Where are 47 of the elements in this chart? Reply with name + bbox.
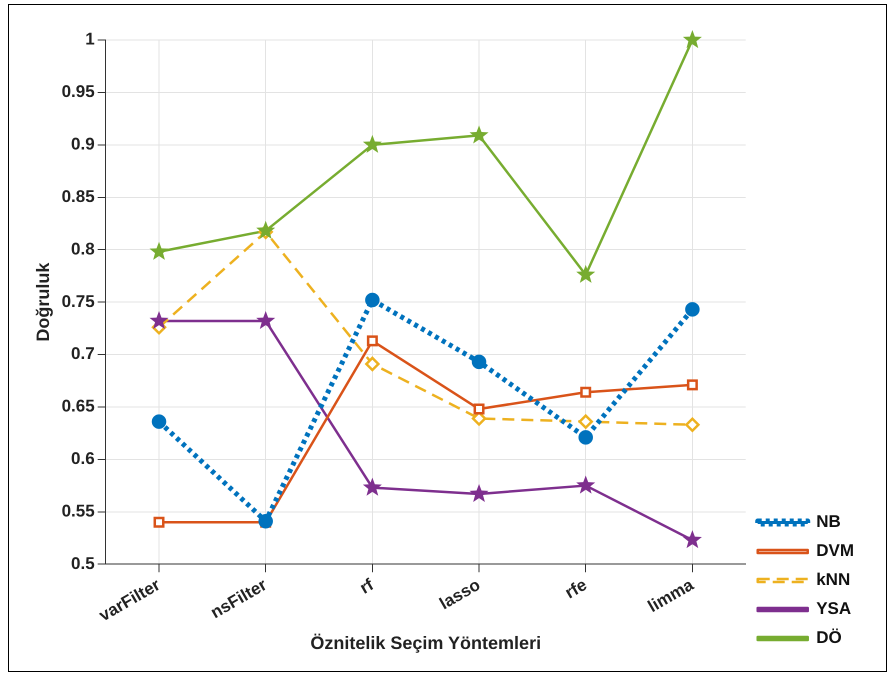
point [362, 478, 382, 496]
point [470, 484, 489, 502]
y-tick-label: 0.6 [71, 449, 95, 468]
point [150, 242, 169, 260]
legend-label: NB [816, 512, 841, 532]
y-tick-label: 1 [85, 30, 95, 49]
y-tick-label: 0.8 [71, 239, 95, 258]
point [578, 430, 593, 445]
x-tick-label: rf [356, 574, 377, 598]
point [150, 310, 169, 330]
y-tick-label: 0.9 [71, 134, 95, 154]
point [685, 418, 700, 432]
point [686, 379, 698, 390]
y-tick-label: 0.75 [62, 292, 95, 311]
point [365, 292, 380, 308]
point [152, 414, 166, 429]
y-tick-label: 0.95 [62, 82, 95, 102]
point [362, 134, 382, 153]
point [256, 310, 276, 330]
legend-label: DVM [816, 541, 854, 560]
x-tick-label: lasso [436, 575, 484, 614]
legend-label: YSA [816, 599, 852, 618]
legend-label: DÖ [816, 628, 842, 648]
point [578, 414, 593, 429]
point [365, 356, 380, 372]
y-axis-title: Doğruluk [32, 262, 53, 342]
y-tick-label: 0.5 [71, 554, 95, 573]
point [258, 514, 273, 528]
x-tick-label: rfe [562, 575, 590, 602]
point [474, 404, 485, 415]
point [576, 264, 596, 283]
point [682, 530, 702, 548]
point [256, 220, 276, 239]
point [472, 354, 486, 370]
point [366, 335, 378, 346]
legend-label: kNN [816, 570, 850, 590]
y-tick-label: 0.55 [62, 501, 95, 520]
y-tick-label: 0.7 [71, 344, 95, 364]
point [576, 476, 596, 494]
point [470, 125, 489, 144]
point [685, 302, 700, 317]
point [154, 516, 165, 528]
point [682, 30, 702, 48]
y-tick-label: 0.85 [62, 186, 95, 206]
y-tick-label: 0.65 [62, 396, 95, 416]
point [580, 386, 592, 398]
x-axis-title: Öznitelik Seçim Yöntemleri [310, 633, 542, 654]
